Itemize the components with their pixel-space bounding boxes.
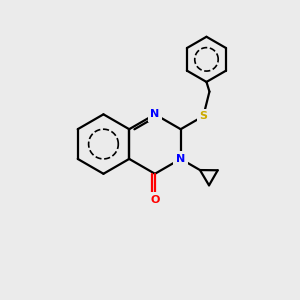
- Text: S: S: [199, 111, 207, 121]
- Text: N: N: [176, 154, 185, 164]
- Text: O: O: [150, 195, 160, 205]
- Text: N: N: [150, 109, 160, 119]
